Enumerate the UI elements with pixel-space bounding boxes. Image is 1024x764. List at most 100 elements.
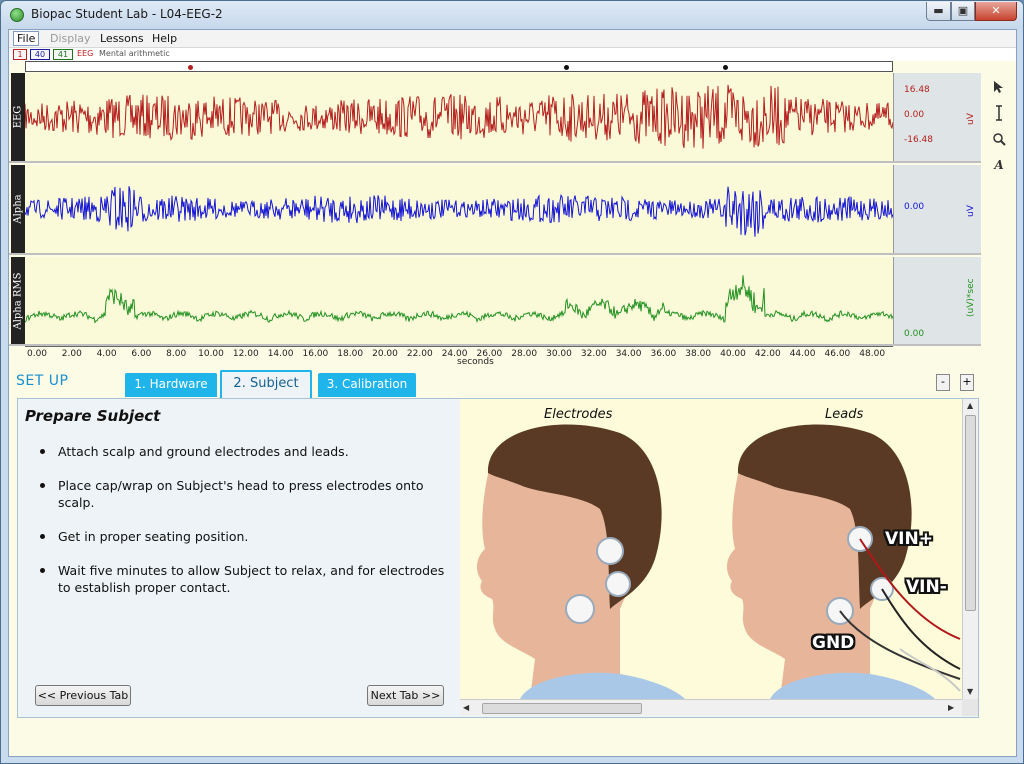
event-marker-bar xyxy=(25,61,893,72)
channel-eeg-scale: 16.48 0.00 -16.48 uV xyxy=(893,73,981,161)
channel-alpha: Alpha 0.00 uV xyxy=(9,165,981,255)
expand-button[interactable]: + xyxy=(960,374,974,391)
list-item: Place cap/wrap on Subject's head to pres… xyxy=(38,477,458,511)
time-tick-label: 40.00 xyxy=(720,349,746,359)
previous-tab-button[interactable]: << Previous Tab xyxy=(35,685,131,706)
ibeam-icon[interactable] xyxy=(988,102,1010,124)
collapse-button[interactable]: - xyxy=(936,374,950,391)
time-tick-label: 2.00 xyxy=(61,349,82,359)
units-label: uV xyxy=(966,113,976,125)
menu-help[interactable]: Help xyxy=(152,32,178,45)
tab-hardware[interactable]: 1. Hardware xyxy=(125,373,217,397)
time-tick-label: 46.00 xyxy=(824,349,851,359)
pane-title: Prepare Subject xyxy=(25,407,161,425)
time-tick-label: 22.00 xyxy=(406,349,433,359)
horizontal-scrollbar[interactable]: ◀ ▶ xyxy=(460,699,962,716)
zoom-icon[interactable] xyxy=(988,128,1010,150)
tab-subject[interactable]: 2. Subject xyxy=(220,370,312,398)
time-tick-label: 20.00 xyxy=(372,349,398,359)
time-tick-label: 42.00 xyxy=(754,349,781,359)
time-tick-label: 18.00 xyxy=(337,349,364,359)
scale-zero: 0.00 xyxy=(904,202,925,212)
event-marker[interactable] xyxy=(723,65,728,70)
eeg-waveform xyxy=(25,84,893,149)
menu-bar: File Display Lessons Help xyxy=(9,30,1016,48)
menu-lessons[interactable]: Lessons xyxy=(100,32,144,45)
time-tick-label: 10.00 xyxy=(198,349,224,359)
time-tick-label: 38.00 xyxy=(685,349,712,359)
scale-max: 16.48 xyxy=(904,85,930,95)
tab-calibration[interactable]: 3. Calibration xyxy=(318,373,416,397)
alpha-rms-waveform xyxy=(25,275,893,324)
time-tick-label: 34.00 xyxy=(615,349,642,359)
scale-zero: 0.00 xyxy=(904,329,925,339)
illustration-pane: Electrodes Leads xyxy=(460,399,962,699)
close-button[interactable]: ✕ xyxy=(975,2,1017,21)
time-tick-label: 14.00 xyxy=(267,349,294,359)
alpha-plot[interactable] xyxy=(25,165,893,253)
maximize-button[interactable]: ▣ xyxy=(951,2,975,21)
vin-plus-label: VIN+ xyxy=(885,529,933,549)
head-right-illustration xyxy=(726,424,961,699)
pointer-icon[interactable] xyxy=(988,76,1010,98)
channel-eeg-label: EEG xyxy=(11,73,25,161)
title-bar: Biopac Student Lab - L04-EEG-2 ▬ ▣ ✕ xyxy=(1,1,1023,29)
channel-button-1[interactable]: 1 xyxy=(13,49,27,60)
channel-button-40[interactable]: 40 xyxy=(30,49,50,60)
minimize-button[interactable]: ▬ xyxy=(926,2,951,21)
eeg-plot[interactable] xyxy=(25,73,893,161)
scroll-thumb[interactable] xyxy=(965,415,976,611)
biopac-app-icon xyxy=(10,8,24,22)
menu-file[interactable]: File xyxy=(13,31,40,46)
units-label: uV xyxy=(966,205,976,217)
alpha-waveform xyxy=(25,186,893,237)
event-marker[interactable] xyxy=(188,65,193,70)
channel-button-41[interactable]: 41 xyxy=(53,49,73,60)
subject-head-illustration xyxy=(476,424,961,699)
time-axis-label: seconds xyxy=(457,357,494,367)
scroll-down-arrow[interactable]: ▼ xyxy=(967,687,974,696)
head-left-illustration xyxy=(476,424,685,699)
channel-alpha-rms-scale: 0.00 (uV)*sec xyxy=(893,257,981,344)
instruction-list: Attach scalp and ground electrodes and l… xyxy=(38,443,458,613)
menu-display[interactable]: Display xyxy=(50,32,91,45)
vertical-scrollbar[interactable]: ▲ ▼ xyxy=(962,399,978,699)
channel-alpha-label: Alpha xyxy=(11,165,25,253)
time-tick-label: 0.00 xyxy=(26,349,48,359)
instructions-pane: Prepare Subject Attach scalp and ground … xyxy=(18,399,460,717)
time-tick-label: 8.00 xyxy=(166,349,187,359)
time-tick-label: 44.00 xyxy=(789,349,816,359)
setup-label: SET UP xyxy=(16,373,69,389)
time-axis: seconds 0.00 2.00 4.00 6.00 8.00 10.00 12.00 14… xyxy=(25,346,893,367)
time-tick-label: 48.00 xyxy=(859,349,886,359)
time-tick-label: 28.00 xyxy=(511,349,538,359)
annotate-icon[interactable]: A xyxy=(994,158,1004,172)
list-item: Wait five minutes to allow Subject to re… xyxy=(38,562,458,596)
next-tab-button[interactable]: Next Tab >> xyxy=(367,685,444,706)
time-tick-label: 32.00 xyxy=(580,349,607,359)
time-tick-label: 24.00 xyxy=(441,349,468,359)
window-title: Biopac Student Lab - L04-EEG-2 xyxy=(31,7,223,21)
time-tick-label: 30.00 xyxy=(546,349,572,359)
channel-name-label: EEG xyxy=(77,49,94,58)
time-tick-label: 12.00 xyxy=(232,349,259,359)
time-tick-label: 26.00 xyxy=(476,349,503,359)
vin-minus-label: VIN- xyxy=(906,577,947,597)
alpha-rms-plot[interactable] xyxy=(25,257,893,344)
event-marker[interactable] xyxy=(564,65,569,70)
scroll-left-arrow[interactable]: ◀ xyxy=(463,703,470,712)
time-tick-label: 16.00 xyxy=(302,349,329,359)
scroll-thumb[interactable] xyxy=(482,703,642,714)
scale-min: -16.48 xyxy=(904,135,934,145)
channel-eeg: EEG 16.48 0.00 -16.48 uV xyxy=(9,73,981,163)
channel-alpha-rms: Alpha RMS 0.00 (uV)*sec xyxy=(9,257,981,346)
scroll-right-arrow[interactable]: ▶ xyxy=(948,703,955,712)
time-tick-label: 6.00 xyxy=(131,349,152,359)
caption-electrodes: Electrodes xyxy=(544,407,613,422)
client-area: File Display Lessons Help 1 40 41 EEG Me… xyxy=(8,29,1017,757)
toolbar: A xyxy=(988,76,1010,196)
time-tick-label: 36.00 xyxy=(650,349,677,359)
scroll-up-arrow[interactable]: ▲ xyxy=(967,401,974,410)
list-item: Get in proper seating position. xyxy=(38,528,458,545)
